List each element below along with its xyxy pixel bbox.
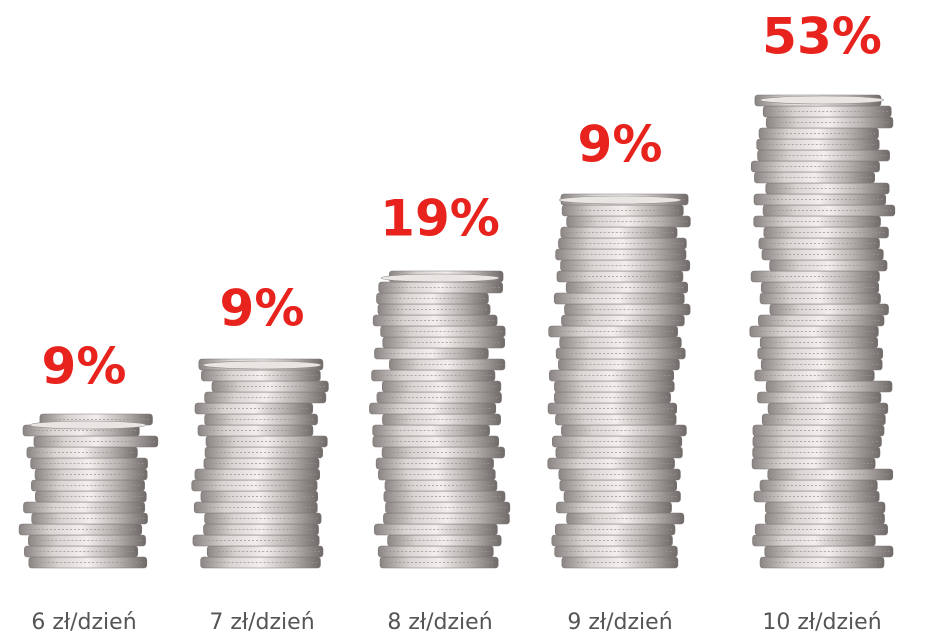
- coin-top: [759, 95, 885, 105]
- coin: [378, 281, 503, 294]
- coin-top: [202, 360, 322, 370]
- coin: [758, 314, 885, 327]
- coin-stack: [547, 193, 691, 569]
- coin: [554, 391, 671, 404]
- coin: [197, 424, 314, 437]
- percent: 53%: [762, 8, 882, 66]
- coin: [194, 468, 320, 481]
- coin-stack: [191, 358, 329, 569]
- coin: [556, 501, 672, 514]
- percent: 9%: [42, 338, 127, 396]
- coin: [549, 369, 675, 382]
- coin-stack: [369, 270, 511, 569]
- label: 7 zł/dzień: [209, 610, 314, 635]
- coin: [763, 226, 889, 239]
- coin: [206, 545, 324, 558]
- coin-stack: [18, 413, 159, 569]
- percent: 19%: [380, 190, 500, 248]
- label: 9 zł/dzień: [567, 610, 672, 635]
- coin: [211, 380, 329, 393]
- coin: [385, 501, 511, 514]
- coin: [757, 347, 884, 360]
- coin: [561, 424, 687, 437]
- coin: [753, 490, 880, 503]
- coin: [560, 226, 678, 239]
- coin: [765, 380, 893, 393]
- coin: [767, 468, 894, 481]
- coin-top: [29, 420, 147, 430]
- label: 8 zł/dzień: [387, 610, 492, 635]
- coin-stack: [749, 94, 896, 569]
- coin: [759, 556, 885, 569]
- coin-top: [380, 273, 500, 283]
- coin: [191, 479, 318, 492]
- coin: [203, 457, 320, 470]
- label: 10 zł/dzień: [762, 610, 881, 635]
- coin: [372, 435, 500, 448]
- coin: [33, 435, 159, 448]
- coin: [380, 325, 506, 338]
- coin: [203, 523, 319, 536]
- label: 6 zł/dzień: [31, 610, 136, 635]
- coin: [377, 545, 494, 558]
- coin-top: [558, 195, 682, 205]
- percent: 9%: [220, 280, 305, 338]
- coin: [376, 391, 502, 404]
- texts: 9% 6 zł/dzień 9% 7 zł/dzień 19% 8 zł/dzień 9% 9…: [31, 8, 882, 636]
- stacks: [18, 94, 896, 569]
- coin: [566, 215, 691, 228]
- coin: [389, 358, 506, 371]
- coin: [31, 512, 148, 525]
- percent: 9%: [578, 116, 663, 174]
- coin: [564, 303, 691, 316]
- coin: [561, 556, 679, 569]
- coin: [372, 314, 498, 327]
